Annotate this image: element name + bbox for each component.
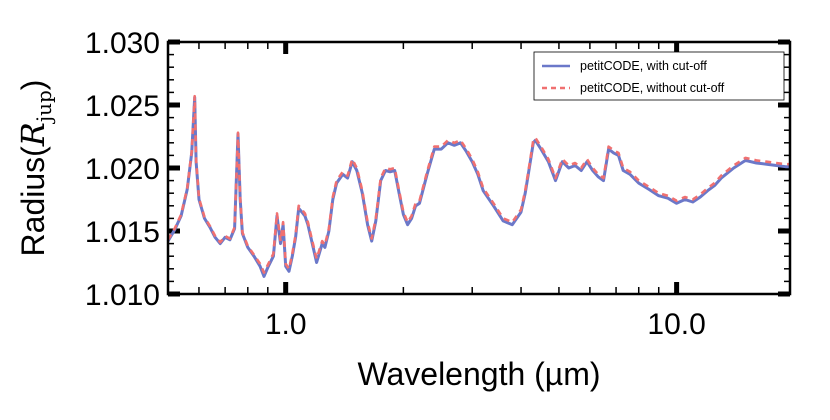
y-axis-title-prefix: Radius( — [15, 146, 51, 257]
series-line-with-cutoff — [166, 95, 790, 278]
series-lines — [166, 94, 790, 278]
legend-label-with-cutoff: petitCODE, with cut-off — [580, 59, 707, 73]
y-tick-label: 1.010 — [85, 279, 160, 312]
y-axis-title-symbol: R — [14, 122, 52, 147]
legend-box — [533, 51, 785, 101]
y-tick-label: 1.025 — [85, 90, 160, 123]
x-tick-label: 10.0 — [647, 308, 705, 341]
y-tick-label: 1.015 — [85, 216, 160, 249]
y-tick-label: 1.030 — [85, 27, 160, 60]
y-tick-label: 1.020 — [85, 153, 160, 186]
y-axis-title-subscript: jup — [32, 90, 56, 124]
x-tick-labels: 1.0 10.0 — [265, 308, 706, 341]
x-axis-title: Wavelength (µm) — [357, 356, 600, 392]
y-tick-labels: 1.010 1.015 1.020 1.025 1.030 — [85, 27, 160, 312]
y-axis-title: Radius(Rjup) — [14, 80, 56, 257]
legend-label-without-cutoff: petitCODE, without cut-off — [580, 81, 725, 95]
x-tick-label: 1.0 — [265, 308, 307, 341]
plot-frame — [166, 40, 792, 296]
legend: petitCODE, with cut-off petitCODE, witho… — [533, 51, 785, 101]
series-line-without-cutoff — [166, 94, 790, 274]
y-axis-title-suffix: ) — [15, 80, 51, 91]
